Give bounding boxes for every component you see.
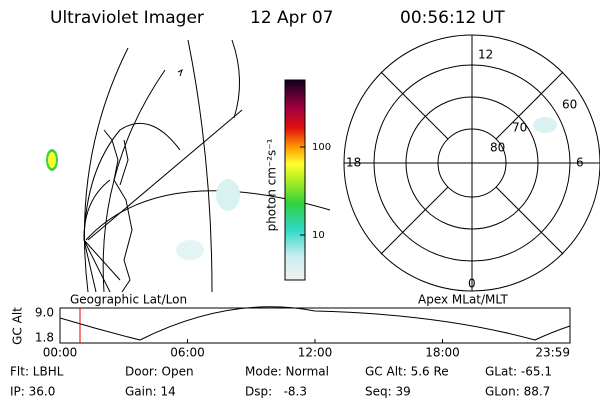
colorbar-tick-label: 10 (312, 230, 325, 241)
mlt-label: 6 (576, 156, 584, 170)
timeline-frame (59, 307, 571, 344)
info-field: GLon: 88.7 (485, 385, 550, 399)
mlat-label: 80 (490, 141, 505, 155)
polar-grid (343, 34, 600, 292)
timeline-x-tick-label: 18:00 (425, 346, 460, 360)
info-field: Seq: 39 (365, 385, 411, 399)
info-field: IP: 36.0 (10, 385, 55, 399)
info-field: Mode: Normal (245, 365, 329, 379)
mlt-label: 12 (478, 48, 493, 62)
mlat-label: 70 (512, 121, 527, 135)
date: 12 Apr 07 (250, 8, 333, 28)
timeline-x-tick-label: 12:00 (298, 346, 333, 360)
timeline-x-tick-label: 23:59 (535, 346, 570, 360)
info-field: Gain: 14 (125, 385, 176, 399)
timeline-x-tick-label: 00:00 (43, 346, 78, 360)
colorbar-tick-label: 100 (312, 142, 331, 153)
timeline-x-tick-label: 06:00 (170, 346, 205, 360)
info-field: Dsp: -8.3 (245, 385, 307, 399)
info-field: GC Alt: 5.6 Re (365, 365, 449, 379)
timeline-y-label: GC Alt (11, 307, 25, 345)
timeline-y-tick: 1.8 (35, 331, 54, 345)
time: 00:56:12 UT (400, 8, 505, 28)
colorbar (284, 79, 306, 281)
info-field: GLat: -65.1 (485, 365, 552, 379)
geo-label: Geographic Lat/Lon (70, 293, 187, 307)
geo-map (46, 39, 331, 293)
mlt-label: 18 (346, 156, 361, 170)
timeline-y-tick: 9.0 (35, 306, 54, 320)
mlt-label: 0 (468, 277, 476, 291)
info-field: Flt: LBHL (10, 365, 64, 379)
info-field: Door: Open (125, 365, 194, 379)
mlat-label: 60 (562, 98, 577, 112)
polar-label: Apex MLat/MLT (418, 293, 508, 307)
title: Ultraviolet Imager (50, 8, 204, 28)
altitude-curve (59, 306, 571, 341)
colorbar-unit: photon cm⁻²s⁻¹ (265, 138, 279, 231)
